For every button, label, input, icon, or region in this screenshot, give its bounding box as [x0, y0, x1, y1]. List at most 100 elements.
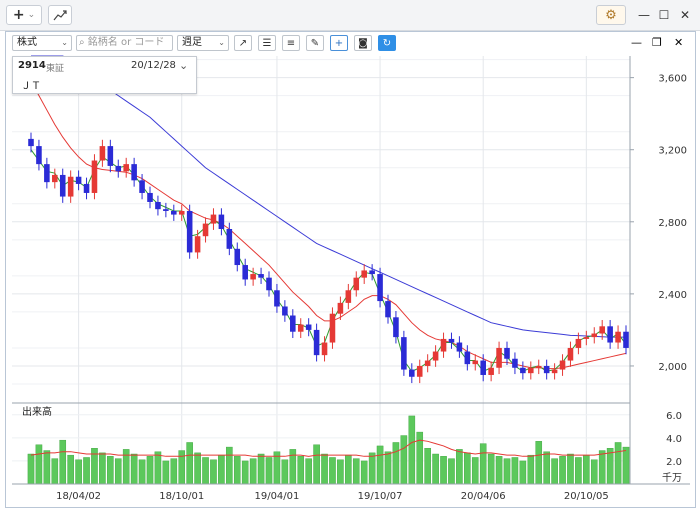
chart-window: [5, 31, 696, 508]
candlesticks: [28, 132, 629, 384]
market-select[interactable]: 株式 ⌄: [12, 35, 72, 51]
candle-body: [155, 201, 161, 210]
candle-body: [91, 160, 98, 193]
volume-ma-line: [30, 439, 627, 457]
price-tick-label: 2,000: [658, 362, 687, 373]
volume-bar: [202, 457, 209, 485]
volume-bar: [456, 449, 463, 485]
symbol-info-box[interactable]: 2914 東証 20/12/28 ⌄ ＪＴ: [12, 56, 197, 94]
candle-body: [99, 146, 106, 161]
candle-body: [313, 329, 320, 356]
volume-bar: [146, 456, 154, 485]
volume-bar: [376, 445, 384, 485]
pen-button[interactable]: ✎: [306, 35, 324, 51]
candle-body: [28, 138, 34, 147]
volume-bar: [297, 456, 305, 485]
volume-bar: [265, 457, 273, 485]
chart-minimize-button[interactable]: —: [631, 36, 642, 49]
trendline-icon: ↗: [238, 37, 248, 49]
candle-body: [480, 360, 486, 375]
volume-bar: [329, 457, 336, 485]
period-select-value: 週足: [182, 37, 202, 48]
candle-body: [139, 180, 145, 193]
period-select[interactable]: 週足 ⌄: [177, 35, 229, 51]
candle-body: [488, 367, 494, 375]
volume-tick-label: 2.0: [666, 457, 682, 468]
candle-body: [131, 164, 137, 181]
candle-body: [282, 306, 288, 316]
volume-bar: [138, 459, 146, 485]
volume-bar: [67, 454, 74, 485]
candle-body: [171, 210, 177, 215]
price-tick-label: 2,400: [658, 290, 687, 301]
candle-body: [242, 265, 248, 280]
volume-bar: [194, 452, 201, 485]
chart-restore-button[interactable]: ❐: [652, 36, 662, 49]
candle-body: [575, 338, 582, 348]
candle-body: [385, 301, 391, 318]
volume-bar: [392, 442, 400, 485]
refresh-button[interactable]: ↻: [378, 35, 396, 51]
volume-bar: [408, 415, 416, 485]
volume-bar: [440, 456, 447, 485]
candle-body: [401, 337, 407, 370]
candle-body: [583, 337, 590, 339]
symbol-search-placeholder: 銘柄名 or コード: [87, 37, 165, 48]
volume-bar: [479, 443, 487, 485]
candle-body: [464, 351, 471, 365]
candle-body: [202, 223, 209, 237]
volume-bar: [51, 458, 59, 485]
candle-body: [416, 365, 423, 377]
candle-body: [440, 338, 447, 352]
candle-body: [194, 236, 201, 253]
volume-bar: [99, 452, 106, 485]
time-tick-label: 19/04/01: [254, 491, 299, 502]
volume-bar: [210, 459, 217, 485]
volume-bar: [43, 450, 51, 485]
volume-bars: [27, 415, 630, 485]
refresh-icon: ↻: [382, 37, 392, 49]
volume-bar: [337, 459, 344, 485]
candle-body: [210, 214, 217, 224]
chevron-down-icon: ⌄: [27, 10, 36, 20]
chart-close-button[interactable]: ✕: [674, 36, 684, 49]
hlines-button[interactable]: ☰: [258, 35, 276, 51]
trendline-button[interactable]: ↗: [234, 35, 252, 51]
volume-bar: [226, 446, 233, 485]
crosshair-button[interactable]: +: [330, 35, 348, 51]
volume-bar: [218, 454, 225, 485]
close-button[interactable]: ✕: [679, 8, 691, 22]
candle-body: [178, 210, 185, 215]
volume-bar: [583, 454, 590, 485]
volume-bar: [464, 452, 471, 485]
symbol-search-input[interactable]: ⌕ 銘柄名 or コード: [76, 35, 173, 51]
candle-body: [591, 333, 598, 338]
candle-body: [75, 176, 82, 184]
candle-body: [163, 209, 169, 211]
volume-unit-label: 千万: [662, 472, 682, 484]
bar-date: 20/12/28: [131, 60, 176, 71]
candle-body: [67, 176, 74, 197]
volume-bar: [107, 456, 114, 485]
chart-line-icon[interactable]: [48, 5, 72, 25]
candle-body: [567, 347, 574, 361]
volume-bar: [384, 451, 392, 485]
candle-body: [424, 360, 431, 366]
volume-bar: [75, 459, 82, 485]
time-tick-label: 18/04/02: [56, 491, 101, 502]
candle-body: [274, 290, 280, 307]
volume-bar: [352, 458, 360, 485]
app-toolbar: + ⌄ ⚙ — ☐ ✕: [0, 0, 700, 31]
candle-body: [456, 342, 463, 352]
settings-button[interactable]: ⚙: [596, 5, 626, 25]
add-chart-button[interactable]: + ⌄: [6, 5, 42, 25]
hlines-right-button[interactable]: ≡: [282, 35, 300, 51]
maximize-button[interactable]: ☐: [658, 8, 670, 22]
candle-body: [290, 315, 296, 332]
chevron-circle-icon[interactable]: ⌄: [179, 59, 189, 72]
candle-body: [496, 347, 502, 368]
volume-bar: [471, 457, 479, 485]
screenshot-button[interactable]: ◙: [354, 35, 372, 51]
minimize-button[interactable]: —: [638, 8, 650, 22]
